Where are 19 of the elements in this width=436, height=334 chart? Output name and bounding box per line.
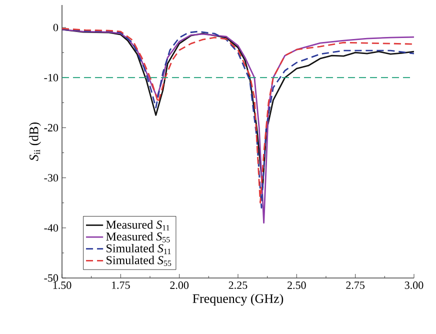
y-tick-label: -30 [44,174,58,182]
y-tick-label: -20 [44,124,58,132]
x-tick-label: 2.50 [288,282,306,289]
legend-label: Simulated S$_{55}$ [106,256,172,266]
x-tick-label: 1.50 [53,282,72,289]
x-tick-label: 2.00 [170,282,189,289]
x-tick-label: 1.75 [112,282,130,289]
x-tick-label: 2.75 [346,282,365,289]
x-tick-label: 3.00 [404,282,424,289]
y-tick-label: 0 [53,24,58,32]
legend-label: Measured S$_{11}$ [106,220,170,230]
x-axis-title: Frequency (GHz) [192,294,284,306]
y-axis-title: S$_{ii}$ (dB) [29,122,41,161]
x-tick-label: 2.25 [228,282,248,289]
y-tick-label: -40 [44,224,58,232]
y-tick-label: -10 [44,74,58,82]
y-tick-label: -50 [44,274,58,282]
legend-label: Simulated S$_{11}$ [106,244,171,254]
legend-label: Measured S$_{55}$ [106,232,170,242]
